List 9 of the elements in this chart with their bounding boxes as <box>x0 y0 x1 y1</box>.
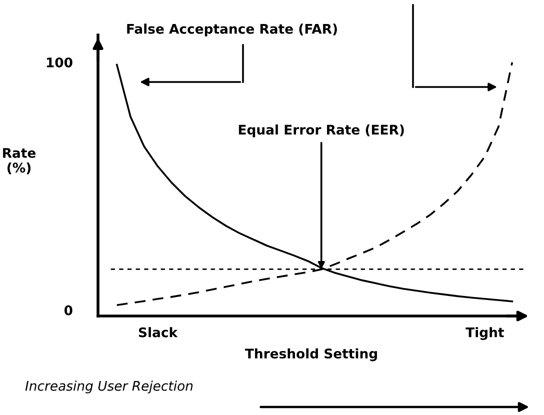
y-axis-title: Rate (%) <box>3 148 36 174</box>
y-tick-label: 0 <box>64 305 72 316</box>
y-tick-label: 100 <box>46 57 72 68</box>
x-axis-title: Threshold Setting <box>244 348 377 362</box>
x-tick-label: Slack <box>138 327 178 338</box>
text: Increasing User Rejection <box>25 380 193 394</box>
x-tick-label: Tight <box>466 327 504 340</box>
annotation: Equal Error Rate (EER) <box>238 124 404 138</box>
text: False Acceptance Rate (FAR) <box>127 24 337 36</box>
